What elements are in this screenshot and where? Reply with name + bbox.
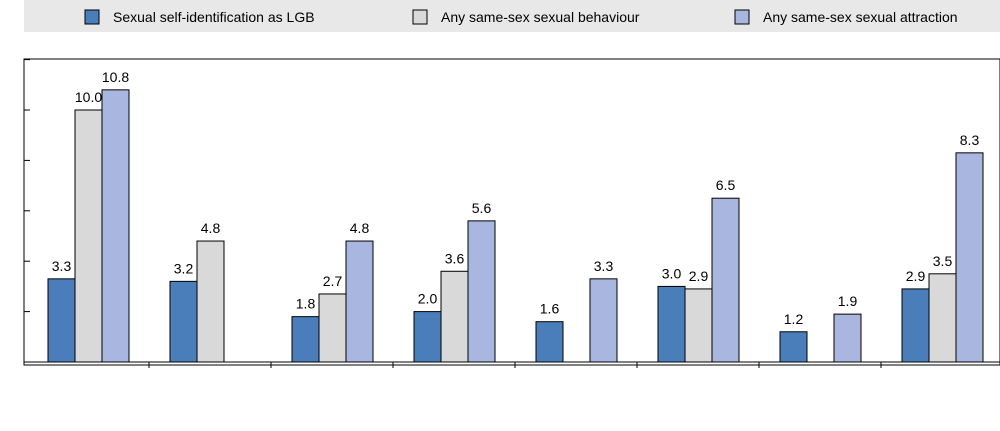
bar <box>589 278 618 363</box>
bar <box>345 240 374 363</box>
legend-label: Any same-sex sexual attraction <box>763 9 958 25</box>
data-label: 1.9 <box>838 293 858 309</box>
bar <box>779 331 808 363</box>
bar <box>901 288 930 363</box>
bar <box>955 152 984 363</box>
bar <box>467 220 496 363</box>
bar <box>711 197 740 363</box>
data-label: 1.6 <box>540 301 560 317</box>
data-label: 8.3 <box>960 132 980 148</box>
legend-label: Sexual self-identification as LGB <box>113 9 315 25</box>
bar <box>684 288 713 363</box>
data-label: 2.9 <box>906 268 926 284</box>
data-labels-layer: 3.3 10.010.8 3.2 4.8 1.8 2.7 4.8 2.0 3.6 5.6 1.6 3.… <box>52 69 980 327</box>
legend-swatch <box>734 9 750 25</box>
bar <box>169 280 198 363</box>
data-label: 1.8 <box>296 296 316 312</box>
data-label: 2.7 <box>323 273 343 289</box>
bar <box>657 285 686 363</box>
data-label: 2.0 <box>418 291 438 307</box>
data-label: 10.0 <box>75 89 102 105</box>
bar <box>101 89 130 363</box>
bar <box>74 109 103 363</box>
bar <box>413 311 442 363</box>
legend: Sexual self-identification as LGB Any sam… <box>84 9 958 25</box>
bar <box>291 316 320 363</box>
data-label: 3.5 <box>933 253 953 269</box>
bar <box>833 313 862 363</box>
data-label: 5.6 <box>472 200 492 216</box>
data-label: 3.3 <box>52 258 72 274</box>
y-axis <box>24 59 30 363</box>
bar <box>196 240 225 363</box>
bar <box>928 273 957 363</box>
bars-layer <box>47 89 984 363</box>
legend-swatch <box>412 9 428 25</box>
data-label: 3.0 <box>662 265 682 281</box>
data-label: 4.8 <box>201 220 221 236</box>
data-label: 3.3 <box>594 258 614 274</box>
legend-label: Any same-sex sexual behaviour <box>441 9 640 25</box>
data-label: 2.9 <box>689 268 709 284</box>
legend-item: Any same-sex sexual attraction <box>734 9 958 25</box>
legend-item: Sexual self-identification as LGB <box>84 9 315 25</box>
legend-background <box>24 0 1000 32</box>
data-label: 6.5 <box>716 177 736 193</box>
bar <box>318 293 347 363</box>
bar <box>440 270 469 363</box>
legend-item: Any same-sex sexual behaviour <box>412 9 640 25</box>
legend-swatch <box>84 9 100 25</box>
data-label: 1.2 <box>784 311 804 327</box>
plot-frame <box>23 58 1000 366</box>
bar <box>535 321 564 363</box>
data-label: 10.8 <box>102 69 129 85</box>
data-label: 3.2 <box>174 260 194 276</box>
bar <box>47 278 76 363</box>
data-label: 3.6 <box>445 250 465 266</box>
data-label: 4.8 <box>350 220 370 236</box>
